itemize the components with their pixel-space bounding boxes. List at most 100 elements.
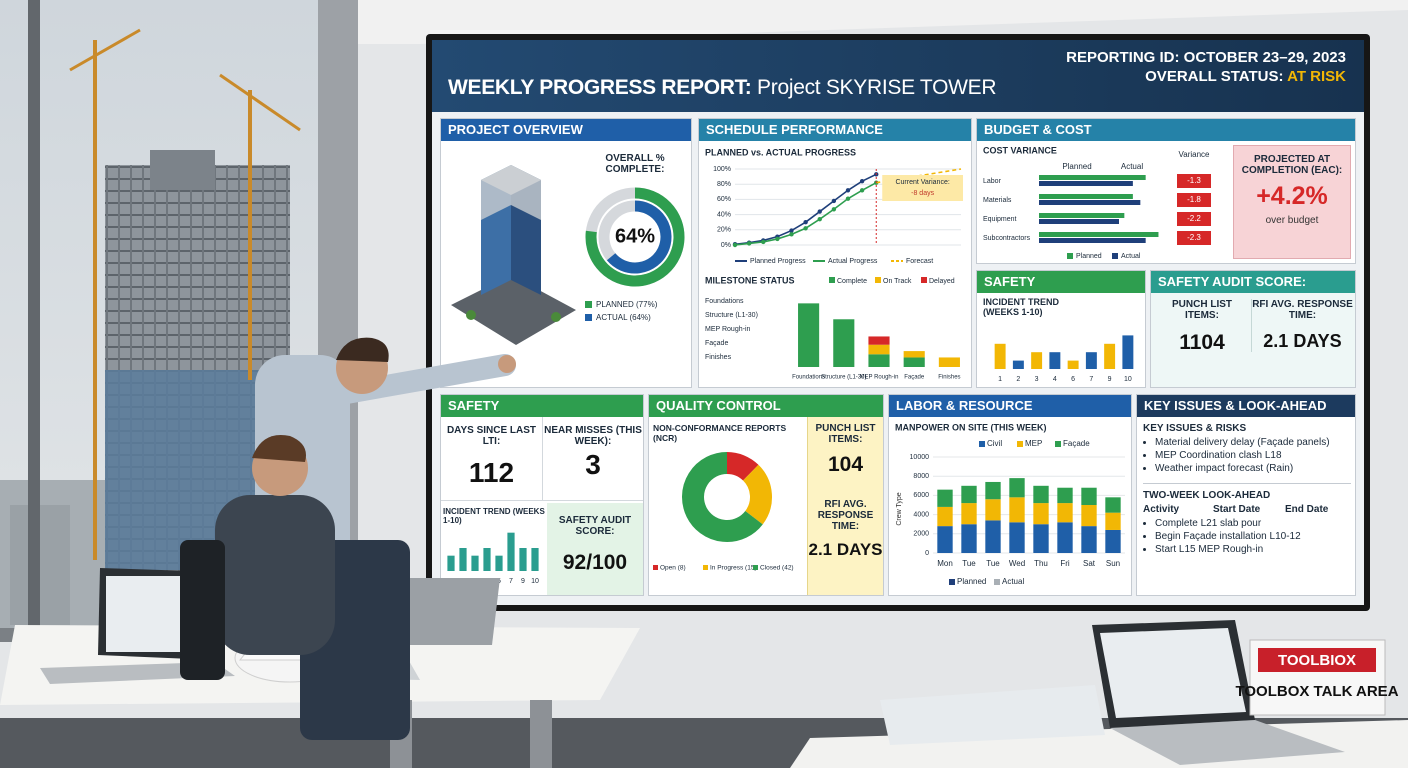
quality-panel: QUALITY CONTROL NON-CONFORMANCE REPORTS … <box>648 394 884 596</box>
legend-swatch <box>979 441 985 447</box>
legend-swatch <box>653 565 658 570</box>
legend-label: On Track <box>883 278 912 285</box>
x-tick-label: MEP Rough-in <box>860 375 899 381</box>
x-tick-label: 5 <box>485 578 489 585</box>
ring-arc <box>585 187 685 287</box>
cost-variance-chart: COST VARIANCE Variance Planned Planned Act… <box>983 145 1211 260</box>
column-header: Actual <box>1121 162 1143 171</box>
donut-slice <box>682 452 763 542</box>
y-tick-label: 0% <box>721 242 731 249</box>
bar <box>1039 219 1119 224</box>
series-point <box>803 220 808 225</box>
series-line <box>734 173 877 246</box>
building-illustration <box>451 165 576 345</box>
series-point <box>746 241 752 246</box>
window-sill <box>0 628 358 642</box>
eac-label: PROJECTED AT COMPLETION (EAC): <box>1241 154 1343 176</box>
risk-item: Weather impact forecast (Rain) <box>1155 462 1351 475</box>
bar <box>1012 360 1024 369</box>
eac-value: +4.2% <box>1256 182 1328 210</box>
variance-value: -2.3 <box>1187 233 1201 242</box>
window-frame <box>318 0 358 665</box>
x-tick-label: 1 <box>998 376 1002 383</box>
donut-slice <box>726 452 759 482</box>
reporting-period: REPORTING ID: OCTOBER 23–29, 2023 <box>1066 49 1346 66</box>
bar-segment <box>1057 522 1073 553</box>
bar <box>1039 232 1159 237</box>
bar-segment <box>868 336 890 345</box>
y-tick-label: 10000 <box>910 454 930 461</box>
bar <box>1067 360 1079 369</box>
bar-segment <box>937 506 953 527</box>
series-point <box>817 209 822 214</box>
donut-slice <box>742 464 772 525</box>
budget-panel: BUDGET & COST COST VARIANCE Variance Pla… <box>976 118 1356 264</box>
bar-segment <box>1033 503 1049 525</box>
variance-value: -1.8 <box>1187 195 1201 204</box>
annotation-box <box>882 175 963 201</box>
bar <box>1039 200 1141 205</box>
chart-title: INCIDENT TREND (WEEKS 1-10) <box>983 297 1059 317</box>
tower-core <box>150 150 215 190</box>
report-header: WEEKLY PROGRESS REPORT: Project SKYRISE … <box>432 40 1364 112</box>
bar-segment <box>961 485 977 504</box>
series-point <box>831 198 837 204</box>
tree <box>466 310 476 320</box>
x-tick-label: 3 <box>473 578 477 585</box>
series-point <box>789 228 794 233</box>
bar-segment <box>1033 485 1049 504</box>
x-tick-label: 9 <box>521 578 525 585</box>
bar-segment <box>798 303 820 367</box>
audit-label: SAFETY AUDIT SCORE: <box>558 515 632 537</box>
legend-label: Actual Progress <box>828 258 878 265</box>
risks-title: KEY ISSUES & RISKS <box>1143 423 1247 434</box>
punch-label: PUNCH LIST ITEMS: <box>1172 299 1232 321</box>
variance-badge <box>1177 231 1211 245</box>
audit-cell: SAFETY AUDIT SCORE: 92/100 <box>547 503 643 595</box>
chart-title: MANPOWER ON SITE (THIS WEEK) <box>895 422 1047 432</box>
row-label: Materials <box>983 197 1012 204</box>
bar <box>531 548 539 571</box>
series-line <box>734 181 877 246</box>
column-header: Activity <box>1143 504 1180 515</box>
bar <box>459 548 467 571</box>
punch-value: 1104 <box>1179 331 1225 354</box>
project-name: Project SKYRISE TOWER <box>757 76 997 99</box>
quality-stats: PUNCH LIST ITEMS: 104 RFI AVG. RESPONSE … <box>807 417 883 595</box>
y-tick-label: 100% <box>713 166 731 173</box>
rfi-cell: RFI AVG. RESPONSE TIME: 2.1 DAYS <box>1251 299 1353 352</box>
bar <box>1039 238 1146 243</box>
legend-swatch <box>875 277 881 283</box>
x-tick-label: 7 <box>509 578 513 585</box>
tower-glass <box>105 370 290 570</box>
y-tick-label: 4000 <box>913 511 929 518</box>
x-tick-label: 1 <box>449 578 453 585</box>
incident-trend-chart: 1 2 3 5 6 7 9 10 <box>447 532 539 585</box>
title: WEEKLY PROGRESS REPORT: <box>448 76 752 99</box>
x-tick-label: 4 <box>1053 376 1057 383</box>
bar <box>1039 175 1146 180</box>
panel-header: LABOR & RESOURCE <box>889 395 1131 417</box>
x-tick-label: Tue <box>962 559 976 568</box>
status-label: OVERALL STATUS: <box>1145 68 1284 85</box>
rfi-label: RFI AVG. RESPONSE TIME: <box>1252 299 1353 321</box>
legend-swatch <box>1055 441 1061 447</box>
variance-badge <box>1177 193 1211 207</box>
lti-label: DAYS SINCE LAST LTI: <box>446 425 537 447</box>
panel-header: SAFETY <box>977 271 1145 293</box>
variance-value: -2.2 <box>1187 214 1201 223</box>
row-label: Façade <box>705 340 728 347</box>
bar-segment <box>1009 478 1025 498</box>
manpower-chart: MANPOWER ON SITE (THIS WEEK) Crew Type 0… <box>895 422 1125 586</box>
bar-segment <box>985 520 1001 553</box>
y-tick-label: 8000 <box>913 473 929 480</box>
series-point <box>789 232 794 237</box>
panel-header: SCHEDULE PERFORMANCE <box>699 119 971 141</box>
legend-label: PLANNED (77%) <box>596 300 658 309</box>
annotation: -8 days <box>911 190 934 197</box>
bar-segment <box>1105 497 1121 513</box>
panel-header: QUALITY CONTROL <box>649 395 883 417</box>
bar-segment <box>1105 529 1121 553</box>
bar <box>519 548 527 571</box>
annotation: Current Variance: <box>895 179 949 186</box>
